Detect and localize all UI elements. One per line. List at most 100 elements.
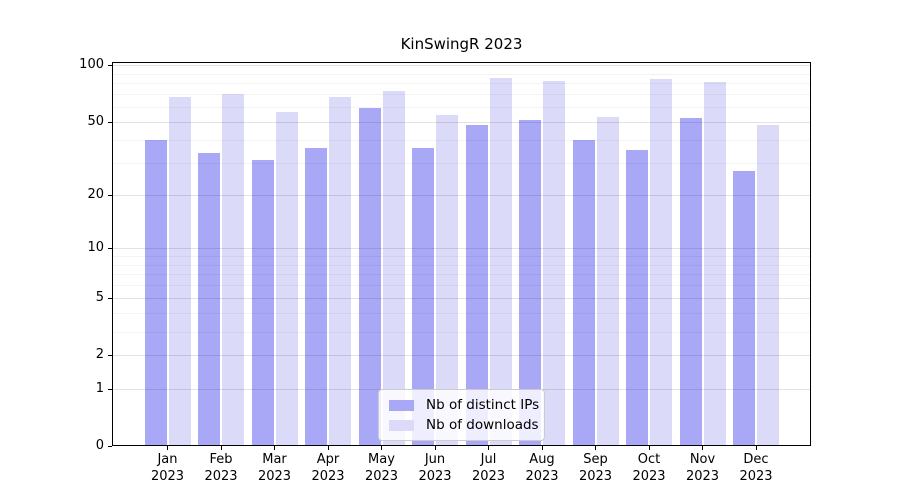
x-label-year: 2023 [257,469,292,484]
x-label-month: Sep [583,452,608,467]
bar-distinct-ips-sep [572,139,595,446]
y-tick-mark [108,248,112,250]
bar-downloads-oct [650,79,672,446]
x-axis-tick-label: Apr 2023 [301,451,355,485]
y-axis-tick-label: 1 [95,380,104,396]
y-tick-mark [108,65,112,67]
gridline-minor [112,162,811,164]
x-tick-mark [702,446,703,450]
x-tick-mark [434,446,436,450]
gridline-minor [112,73,811,75]
legend-swatch-distinct-ips [389,399,414,411]
y-tick-mark [108,121,112,123]
x-label-month: Mar [262,452,287,467]
x-label-year: 2023 [204,469,238,484]
x-label-year: 2023 [311,469,345,484]
legend-swatch-downloads [389,419,414,431]
y-axis-tick-label: 50 [87,113,104,129]
bar-downloads-may [382,90,405,446]
x-label-month: Aug [529,452,555,467]
bar-downloads-apr [329,96,351,446]
x-axis-tick-label: Dec 2023 [729,451,783,485]
x-label-year: 2023 [525,469,559,484]
gridline-major [112,121,811,123]
x-tick-mark [595,446,596,450]
legend-item-distinct-ips: Nb of distinct IPs [389,395,539,415]
gridline-minor [112,264,811,266]
gridline-minor [112,106,811,108]
gridline-minor [112,331,811,333]
legend-label-downloads: Nb of downloads [426,417,539,433]
y-axis-tick-label: 0 [95,438,104,453]
x-axis-tick-label: Jul 2023 [462,451,516,485]
bar-downloads-mar [275,112,298,446]
x-label-year: 2023 [632,469,666,484]
gridline-minor [112,139,811,141]
bar-distinct-ips-oct [626,150,648,446]
gridline-major [112,298,811,300]
x-tick-mark [381,446,382,450]
x-tick-mark [541,446,543,450]
x-axis-tick-label: May 2023 [355,451,409,485]
x-label-year: 2023 [471,469,506,484]
x-label-month: Jan [157,452,178,467]
gridline-major [112,194,811,196]
bar-downloads-nov [703,82,726,446]
gridline-minor [112,274,811,276]
y-tick-mark [108,298,112,300]
legend-label-distinct-ips: Nb of distinct IPs [426,397,540,413]
x-axis-tick-label: Nov 2023 [676,451,730,485]
x-tick-mark [648,446,650,450]
gridline-minor [112,94,811,96]
legend-item-downloads: Nb of downloads [389,415,539,435]
bar-distinct-ips-mar [251,160,274,446]
x-tick-mark [274,446,275,450]
y-tick-mark [108,194,112,196]
x-label-year: 2023 [150,469,185,484]
x-axis-tick-label: Mar 2023 [248,451,302,485]
plot-area [112,62,811,446]
y-tick-mark [108,388,112,390]
x-label-month: Jul [480,452,497,467]
bar-downloads-jul [489,78,512,446]
x-label-month: Feb [209,452,233,467]
y-axis-tick-label: 20 [87,186,104,202]
chart-title: KinSwingR 2023 [400,35,523,53]
bar-downloads-dec [757,124,779,446]
bar-downloads-sep [596,116,619,446]
x-label-month: May [368,452,395,467]
gridline-minor [112,256,811,257]
y-axis-tick-label: 10 [87,240,104,256]
x-label-year: 2023 [418,469,452,484]
gridline-minor [112,285,811,287]
y-tick-mark [108,355,112,357]
x-label-month: Oct [637,452,661,467]
bar-downloads-feb [222,94,244,446]
y-axis-tick-label: 2 [95,347,104,363]
bar-downloads-jun [436,115,458,446]
bar-distinct-ips-apr [305,148,327,446]
bar-downloads-aug [543,81,565,446]
x-axis-tick-label: Aug 2023 [515,451,569,485]
bar-distinct-ips-may [358,108,381,446]
gridline-major [112,355,811,357]
x-axis-tick-label: Jun 2023 [408,451,462,485]
gridline-minor [112,313,811,315]
gridline-major [112,65,811,67]
x-axis-tick-label: Sep 2023 [569,451,623,485]
bar-distinct-ips-dec [733,171,755,446]
bar-downloads-jan [168,96,191,446]
x-label-month: Jun [424,452,446,467]
y-tick-mark [108,446,112,447]
x-label-month: Nov [689,452,716,467]
x-axis-tick-label: Feb 2023 [194,451,248,485]
gridline-minor [112,83,811,85]
x-tick-mark [220,446,222,450]
bar-distinct-ips-feb [198,152,220,446]
x-label-year: 2023 [739,469,773,484]
x-label-year: 2023 [364,469,399,484]
x-label-year: 2023 [685,469,720,484]
x-axis-tick-label: Jan 2023 [141,451,195,485]
bar-distinct-ips-jun [412,148,434,446]
